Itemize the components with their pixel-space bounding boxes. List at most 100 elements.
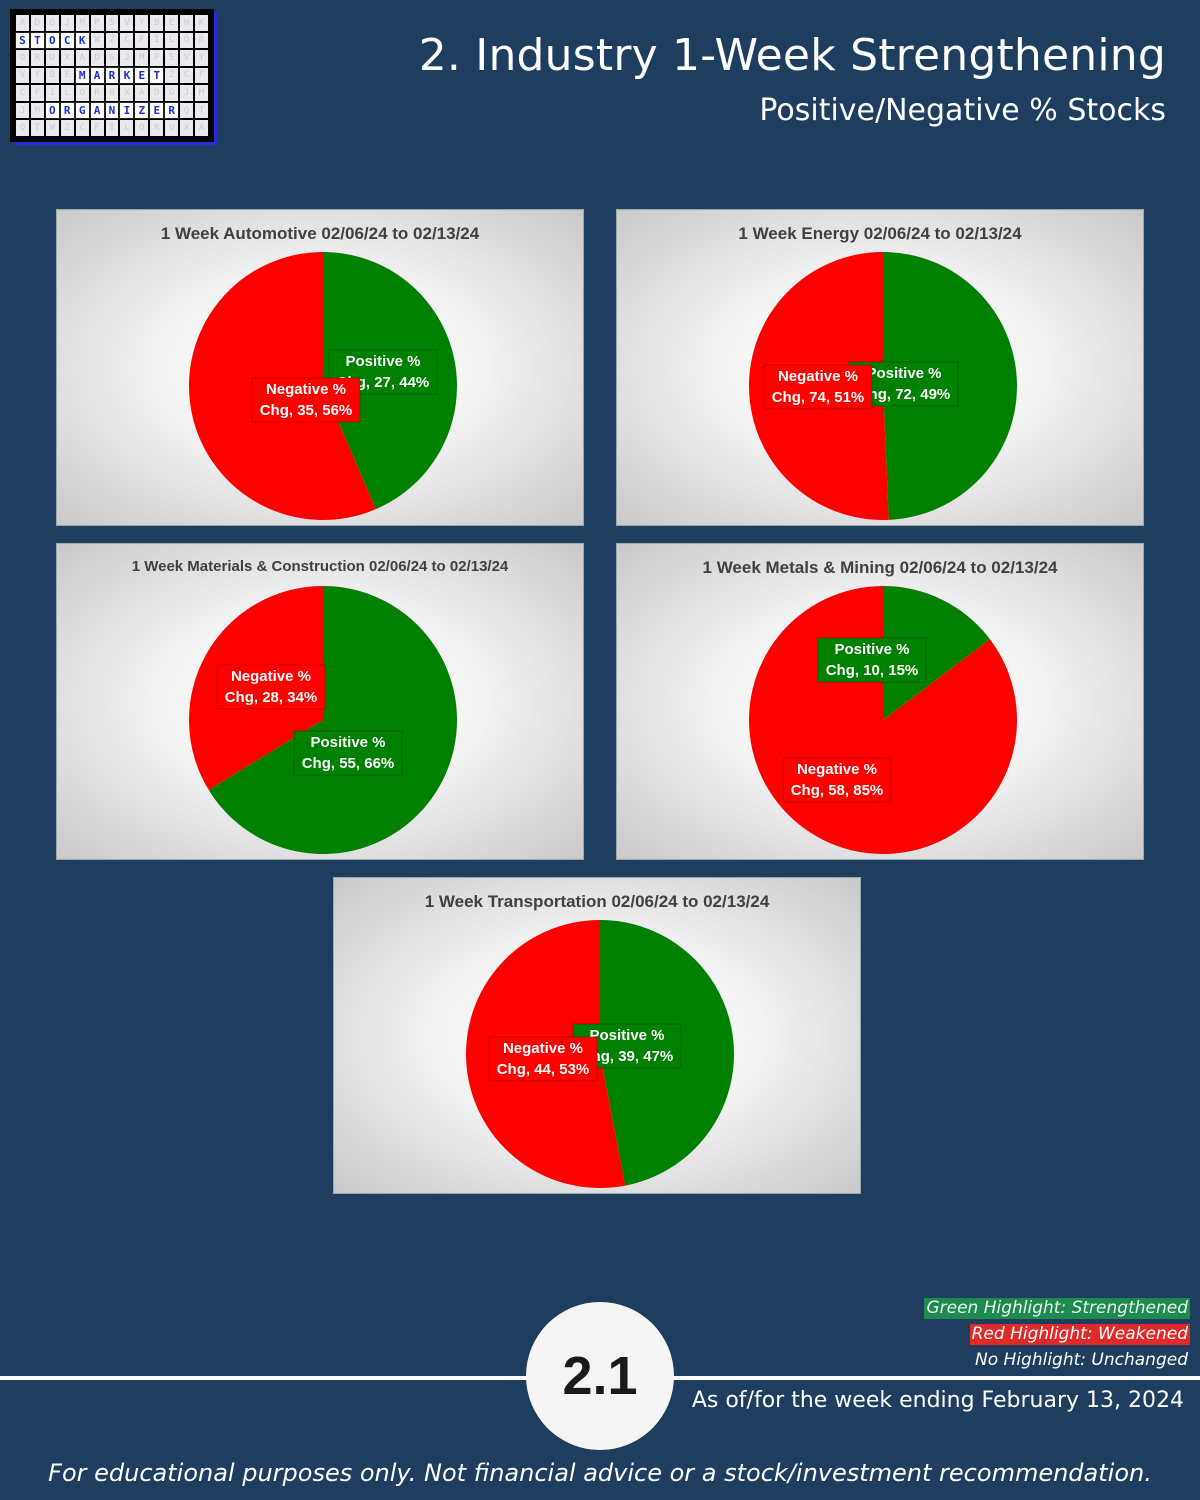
logo-cell: J [120, 50, 134, 66]
pie-chart-energy: Positive % Chg, 72, 49%Negative % Chg, 74,… [749, 252, 1018, 520]
logo-cell: F [90, 120, 104, 136]
logo-cell: F [195, 67, 208, 84]
logo-cell: M [30, 102, 44, 119]
logo-cell: K [195, 15, 208, 31]
logo-letter: R [59, 101, 75, 120]
logo-cell: C [16, 85, 29, 101]
logo-cell: P [150, 50, 164, 66]
data-label-line: Negative % [778, 368, 858, 385]
logo-letter: T [149, 66, 165, 85]
page-title: 2. Industry 1-Week Strengthening [418, 30, 1166, 81]
logo-cell: E [165, 15, 179, 31]
logo-letter: O [44, 31, 60, 50]
logo-cell: C [120, 32, 134, 49]
logo-cell: V [120, 15, 134, 31]
logo-cell: C [180, 67, 194, 84]
logo-cell: M [195, 85, 208, 101]
page-subtitle: Positive/Negative % Stocks [759, 93, 1166, 128]
logo-letter: S [15, 31, 30, 50]
chart-panel-energy: 1 Week Energy 02/06/24 to 02/13/24 Posit… [616, 209, 1144, 526]
logo-cell: G [105, 50, 119, 66]
logo-cell: Q [16, 120, 29, 136]
logo-cell: Q [180, 102, 194, 119]
logo-cell: J [180, 85, 194, 101]
chart-panel-transportation: 1 Week Transportation 02/06/24 to 02/13/… [333, 877, 861, 1194]
logo-cell: I [150, 32, 164, 49]
logo-letter: R [104, 66, 120, 85]
logo-cell: P [90, 15, 104, 31]
data-label-negative: Negative % Chg, 28, 34% [216, 664, 326, 710]
logo-cell: U [45, 50, 59, 66]
data-label-line: Chg, 10, 15% [826, 662, 919, 679]
chart-panel-automotive: 1 Week Automotive 02/06/24 to 02/13/24 P… [56, 209, 584, 526]
data-label-line: Negative % [266, 381, 346, 398]
chart-panel-materials-construction: 1 Week Materials & Construction 02/06/24… [56, 543, 584, 860]
data-label-line: Chg, 74, 51% [772, 389, 865, 406]
logo-cell: L [120, 120, 134, 136]
logo-cell: A [135, 85, 149, 101]
logo-cell: J [16, 102, 29, 119]
logo-cell: U [105, 85, 119, 101]
logo-cell: X [60, 50, 74, 66]
logo-letter: A [89, 101, 105, 120]
logo-cell: W [90, 32, 104, 49]
logo-cell: F [135, 32, 149, 49]
pie-chart-metals-mining: Positive % Chg, 10, 15% Negative % Chg, 58,… [749, 586, 1017, 854]
logo-cell: F [30, 85, 44, 101]
logo-letter: K [119, 66, 135, 85]
logo-cell: Z [60, 120, 74, 136]
data-label-line: Positive % [834, 641, 909, 658]
logo-letter: O [44, 101, 60, 120]
logo-cell: W [45, 120, 59, 136]
logo-cell: O [180, 32, 194, 49]
logo-letter: T [29, 31, 45, 50]
logo-cell: S [105, 15, 119, 31]
logo-letter: E [134, 66, 150, 85]
logo-cell: R [90, 85, 104, 101]
logo-cell: J [60, 15, 74, 31]
logo-cell: Y [30, 67, 44, 84]
chart-title: 1 Week Transportation 02/06/24 to 02/13/… [424, 892, 770, 911]
logo-cell: Y [195, 50, 208, 66]
data-label-line: Positive % [310, 734, 385, 751]
disclaimer: For educational purposes only. Not finan… [48, 1459, 1152, 1487]
data-label-line: Negative % [797, 761, 877, 778]
logo-cell: A [16, 15, 29, 31]
logo-cell: O [16, 50, 29, 66]
logo-cell: Y [135, 15, 149, 31]
logo-letter: E [149, 101, 165, 120]
pie-chart-transportation: Positive % Chg, 39, 47%Negative % Chg, 44,… [466, 920, 734, 1188]
logo-cell: R [195, 32, 208, 49]
chart-title: 1 Week Materials & Construction 02/06/24… [131, 558, 509, 575]
logo-letter: N [104, 101, 120, 120]
chart-title: 1 Week Metals & Mining 02/06/24 to 02/13… [702, 558, 1058, 577]
legend-strengthened: Green Highlight: Strengthened [924, 1298, 1190, 1319]
data-label-negative: Negative % Chg, 74, 51% [763, 364, 873, 410]
logo-cell: G [165, 85, 179, 101]
logo-letter: M [74, 66, 90, 85]
logo-cell: D [150, 85, 164, 101]
data-label-line: Positive % [345, 353, 420, 370]
logo-cell: O [135, 120, 149, 136]
chart-title: 1 Week Energy 02/06/24 to 02/13/24 [738, 224, 1022, 243]
logo-cell: C [75, 120, 89, 136]
logo-cell: A [75, 50, 89, 66]
legend-unchanged: No Highlight: Unchanged [975, 1350, 1188, 1370]
data-label-line: Chg, 35, 56% [260, 402, 353, 419]
data-label-negative: Negative % Chg, 58, 85% [782, 757, 892, 803]
chart-panel-metals-mining: 1 Week Metals & Mining 02/06/24 to 02/13… [616, 543, 1144, 860]
logo-letter: Z [134, 101, 150, 120]
logo-cell: U [165, 120, 179, 136]
logo-cell: S [165, 50, 179, 66]
logo-cell: X [180, 120, 194, 136]
logo-cell: R [150, 120, 164, 136]
logo-letter: K [74, 31, 90, 50]
section-number-badge: 2.1 [526, 1302, 674, 1450]
logo-letter: A [89, 66, 105, 85]
data-label-line: Chg, 55, 66% [302, 755, 395, 772]
data-label-line: Chg, 39, 47% [581, 1048, 674, 1065]
chart-title: 1 Week Automotive 02/06/24 to 02/13/24 [160, 224, 480, 243]
data-label-line: Chg, 58, 85% [791, 782, 884, 799]
data-label-line: Chg, 44, 53% [497, 1061, 590, 1078]
